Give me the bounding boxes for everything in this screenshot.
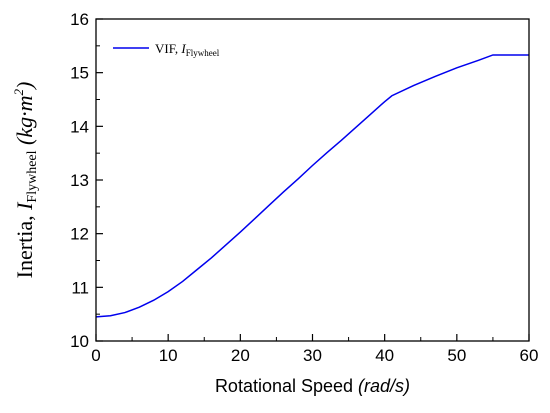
x-axis-label: Rotational Speed (rad/s): [215, 376, 410, 396]
y-axis-label-unit-open: (kg·m: [12, 96, 37, 151]
x-tick-label: 40: [375, 346, 394, 365]
x-axis-label-unit: (rad/s): [358, 376, 410, 396]
plot-frame: [95, 18, 530, 342]
x-tick-label: 60: [520, 346, 539, 365]
y-tick-label: 12: [70, 225, 89, 244]
y-axis-label-main: Inertia,: [12, 210, 37, 278]
legend-entry-main: VIF,: [155, 41, 181, 56]
y-tick-label: 15: [70, 64, 89, 83]
x-tick-label: 20: [231, 346, 250, 365]
x-axis-label-main: Rotational Speed: [215, 376, 358, 396]
x-tick-label: 10: [159, 346, 178, 365]
y-tick-label: 11: [71, 278, 89, 297]
x-tick-label: 0: [91, 346, 100, 365]
y-tick-label: 16: [70, 10, 89, 29]
legend-entry-subscript: Flywheel: [186, 48, 220, 58]
y-tick-label: 10: [70, 332, 89, 351]
x-tick-label: 30: [303, 346, 322, 365]
y-axis-label-unit-close: ): [12, 82, 37, 91]
series-line-vif: [95, 54, 529, 318]
y-axis-label: Inertia, IFlywheel (kg·m2): [11, 82, 40, 279]
y-axis-label-symbol: I: [12, 201, 37, 211]
legend-entry: VIF, IFlywheel: [155, 41, 220, 58]
legend-entry-symbol: I: [180, 41, 186, 56]
x-tick-label: 50: [447, 346, 466, 365]
y-axis-label-unit-exp: 2: [11, 89, 26, 96]
y-tick-label: 14: [70, 117, 89, 136]
y-tick-label: 13: [70, 171, 89, 190]
legend: VIF, IFlywheel: [113, 41, 220, 58]
y-axis-label-subscript: Flywheel: [25, 150, 40, 202]
